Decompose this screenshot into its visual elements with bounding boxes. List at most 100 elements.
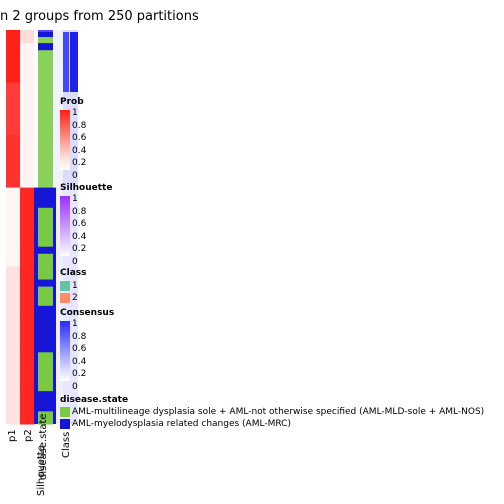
legend-tick-label: 0.6 [72,219,87,229]
legend-tick-label: 0.6 [72,133,87,143]
p2-cell [20,161,34,169]
p2-cell [20,62,34,70]
p2-cell [20,187,34,195]
consensus-cell [53,227,63,235]
legend-tick-label: 0.2 [72,158,87,168]
consensus-cell [53,187,63,195]
class2-cell [63,141,78,149]
silhouette-cell [38,351,53,359]
consensus-cell [53,266,63,274]
p2-cell [20,259,34,267]
silhouette-cell [38,410,53,418]
class-band [34,187,38,424]
consensus-cell [53,174,63,182]
p1-cell [6,305,20,313]
p2-cell [20,141,34,149]
p2-cell [20,181,34,189]
class-1-swatch [60,281,70,291]
consensus-cell [53,338,63,346]
class2-cell [63,187,78,195]
prob-gradient [60,110,70,170]
silhouette-cell [38,292,53,300]
p1-cell [6,121,20,129]
silhouette-cell [38,358,53,366]
p2-cell [20,82,34,90]
consensus-legend-title: Consensus [60,308,115,318]
p2-cell [20,102,34,110]
p2-cell [20,56,34,64]
silhouette-cell [38,95,53,103]
disease-state-cell [38,246,53,254]
p2-cell [20,404,34,412]
consensus-cell [53,364,63,372]
consensus-cell [53,272,63,281]
p2-cell [20,135,34,143]
consensus-cell [53,135,63,143]
p1-cell [6,82,20,90]
consensus-cell [53,213,63,221]
p2-cell [20,49,34,57]
class-cell [34,128,38,136]
legend-tick-label: 1 [72,108,78,118]
silhouette-cell [38,167,53,175]
class2-cell [63,154,78,162]
consensus-cell [53,345,63,353]
class-cell [34,56,38,64]
p1-cell [6,227,20,235]
silhouette-cell [38,82,53,90]
p2-cell [20,378,34,386]
p1-cell [6,259,20,267]
p1-cell [6,378,20,386]
consensus-gradient [60,321,70,381]
class2-cell [63,227,78,235]
consensus-cell [53,410,63,418]
legend-tick-label: 0.4 [72,356,87,367]
class2-cell [63,89,78,97]
class2-cell [63,404,78,412]
class-cell [34,89,38,97]
class-cell [34,75,38,84]
silhouette-cell [38,69,53,77]
p1-cell [6,43,20,51]
p1-cell [6,108,20,116]
class2-cell [63,233,78,241]
silhouette-cell [38,115,53,123]
consensus-cell [53,292,63,300]
p2-cell [20,351,34,359]
class2-cell [63,102,78,110]
p1-cell [6,299,20,307]
consensus-cell [53,240,63,248]
p1-cell [6,345,20,353]
legend-tick-label: 0 [72,381,78,392]
silhouette-cell [38,161,53,169]
class2-cell [63,167,78,175]
legend-tick-label: 0.8 [72,206,87,217]
p1-cell [6,36,20,44]
silhouette-cell [38,108,53,116]
class2-cell [63,194,78,202]
silhouette-cell [38,207,53,215]
class2-cell [63,115,78,123]
p1-cell [6,75,20,84]
silhouette-cell [38,213,53,221]
class2-cell [63,181,78,189]
consensus-cell [53,102,63,110]
class2-cell [63,213,78,221]
p1-cell [6,194,20,202]
legend-tick-label: 1 [72,319,78,329]
silhouette-cell [38,253,53,261]
consensus-cell [53,233,63,241]
class-cell [34,148,38,156]
consensus-cell [53,378,63,386]
consensus-cell [53,391,63,399]
consensus-cell [53,161,63,169]
consensus-cell [53,89,63,97]
p2-cell [20,253,34,261]
consensus-cell [53,312,63,320]
consensus-cell [53,30,63,38]
consensus-cell [53,286,63,294]
class2-cell [63,200,78,208]
p2-cell [20,246,34,254]
p1-cell [6,161,20,169]
class2-cell [63,417,78,425]
